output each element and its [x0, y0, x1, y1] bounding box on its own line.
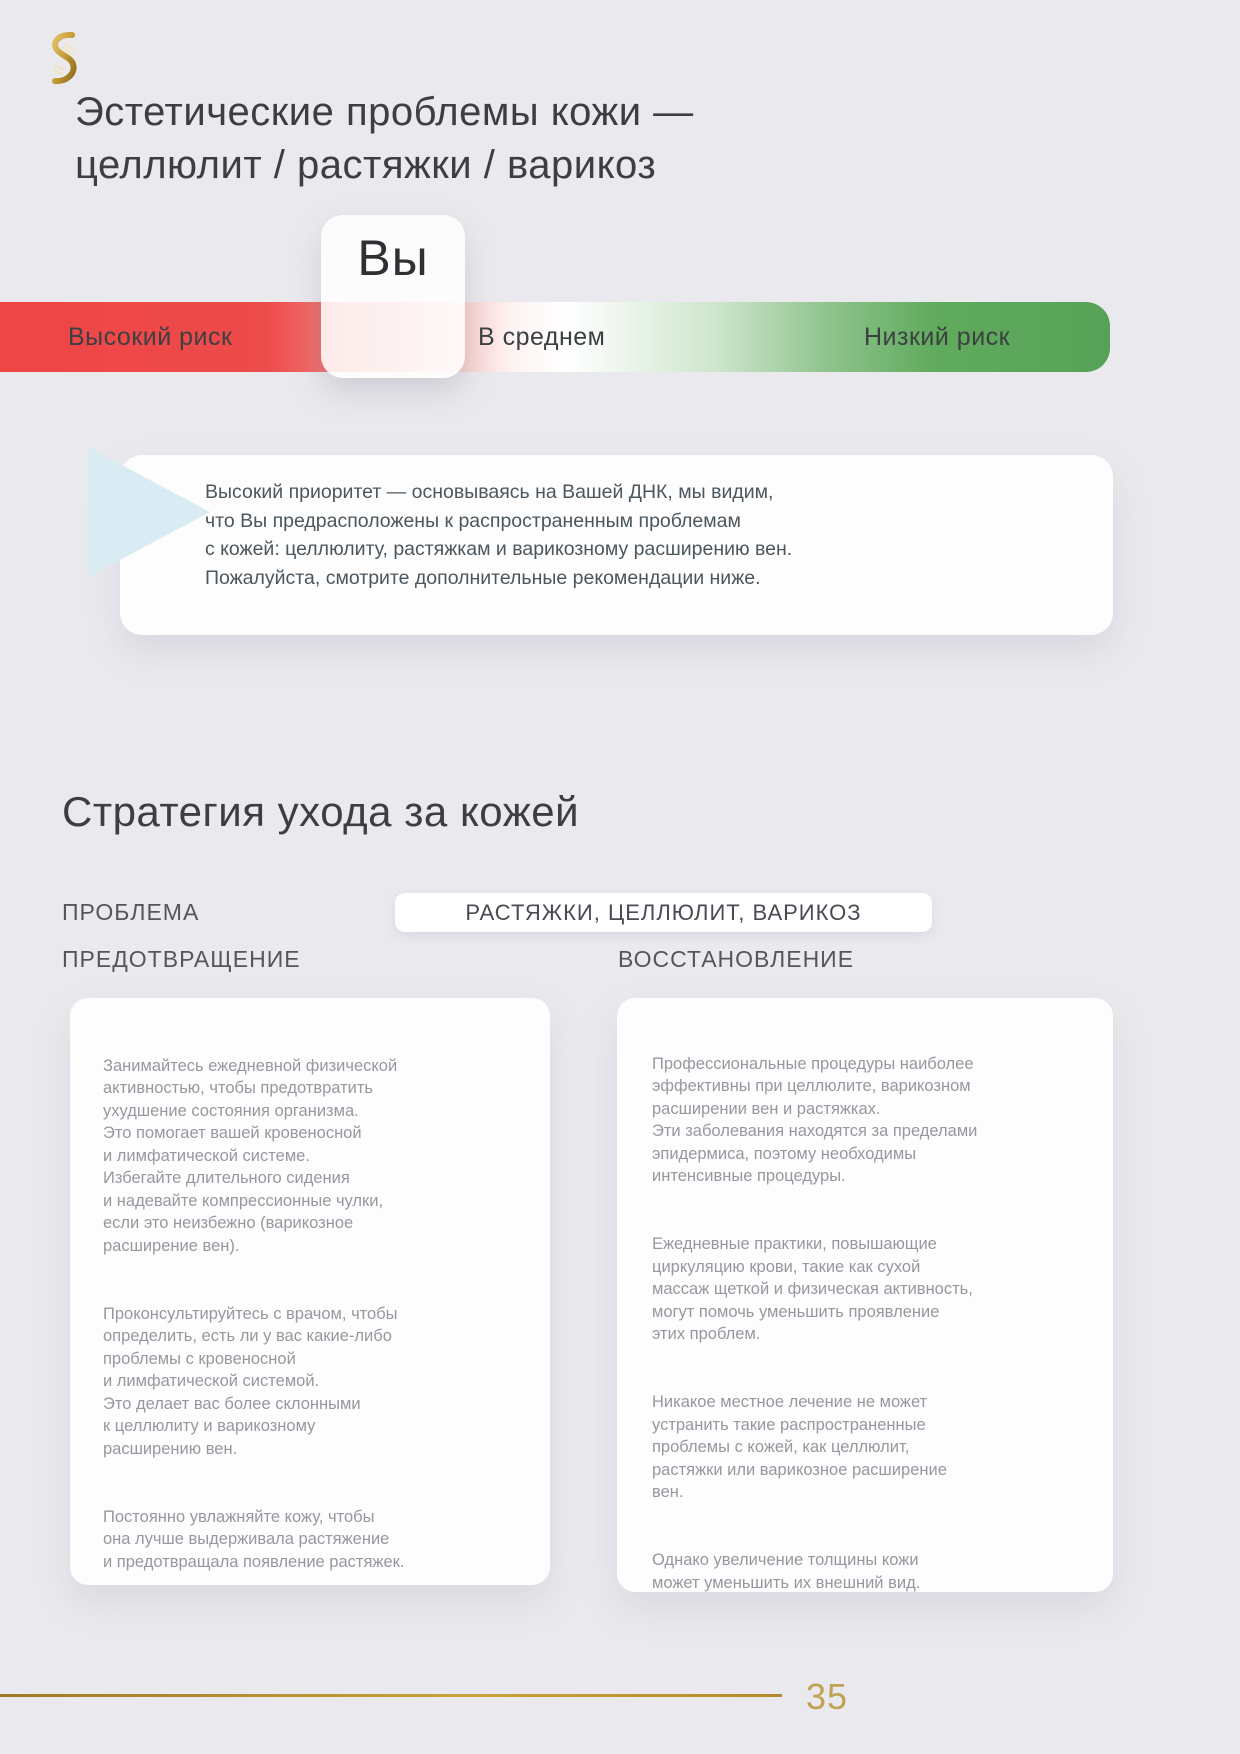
problem-label: ПРОБЛЕМА	[62, 899, 200, 925]
you-marker-label: Вы	[357, 230, 429, 286]
risk-label-medium: В среднем	[478, 322, 606, 351]
footer-gold-divider	[0, 1694, 782, 1697]
page-number: 35	[806, 1676, 849, 1717]
prevention-column-header: ПРЕДОТВРАЩЕНИЕ	[62, 946, 301, 972]
recovery-card-text: Профессиональные процедуры наиболее эффе…	[652, 1030, 1082, 1617]
prevention-card-text: Занимайтесь ежедневной физической активн…	[103, 1032, 523, 1596]
dna-logo-icon	[45, 31, 83, 86]
prevention-paragraph: Проконсультируйтесь с врачом, чтобы опре…	[103, 1304, 398, 1458]
prevention-card: Занимайтесь ежедневной физической активн…	[70, 998, 550, 1585]
recovery-paragraph: Ежедневные практики, повышающие циркуляц…	[652, 1235, 973, 1343]
risk-label-high: Высокий риск	[68, 322, 233, 351]
recovery-paragraph: Однако увеличение толщины кожи может уме…	[652, 1551, 921, 1592]
page-title: Эстетические проблемы кожи — целлюлит / …	[75, 86, 694, 192]
page-title-line1: Эстетические проблемы кожи —	[75, 90, 694, 134]
problem-value-chip: РАСТЯЖКИ, ЦЕЛЛЮЛИТ, ВАРИКОЗ	[395, 893, 932, 932]
prevention-paragraph: Занимайтесь ежедневной физической активн…	[103, 1056, 398, 1255]
prevention-paragraph: Постоянно увлажняйте кожу, чтобы она луч…	[103, 1507, 405, 1571]
priority-callout-text: Высокий приоритет — основываясь на Вашей…	[205, 481, 793, 589]
recovery-paragraph: Никакое местное лечение не может устрани…	[652, 1393, 947, 1501]
risk-label-low: Низкий риск	[864, 322, 1011, 351]
recovery-column-header: ВОССТАНОВЛЕНИЕ	[618, 946, 855, 972]
strategy-section-heading: Стратегия ухода за кожей	[62, 788, 580, 835]
page-title-line2: целлюлит / растяжки / варикоз	[75, 143, 657, 187]
risk-gradient-bar: Высокий риск В среднем Низкий риск	[0, 302, 1110, 372]
you-position-marker: Вы	[321, 215, 465, 378]
recovery-paragraph: Профессиональные процедуры наиболее эффе…	[652, 1054, 978, 1186]
priority-callout-card	[120, 455, 1113, 635]
recovery-card: Профессиональные процедуры наиболее эффе…	[617, 998, 1113, 1592]
